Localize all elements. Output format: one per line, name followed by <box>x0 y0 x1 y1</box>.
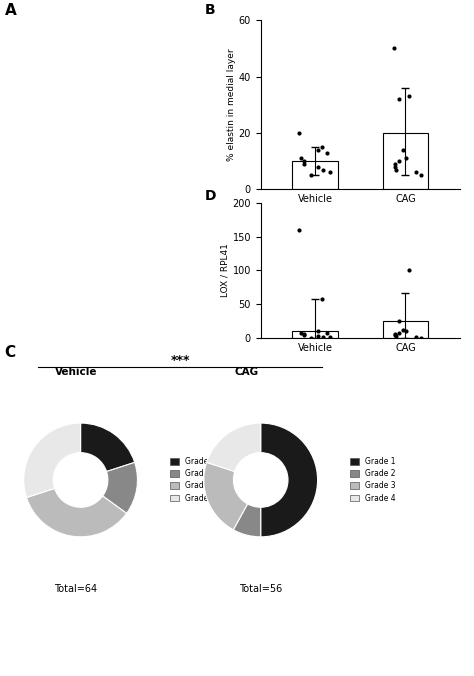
Point <box>392 331 400 341</box>
Point <box>326 167 334 178</box>
Point <box>326 332 334 343</box>
Point <box>395 316 402 327</box>
Text: CAG: CAG <box>235 367 258 377</box>
Point <box>300 329 308 340</box>
Point <box>300 329 308 339</box>
Text: Total=64: Total=64 <box>55 583 97 594</box>
Point <box>319 331 326 342</box>
Text: ***: *** <box>170 354 190 367</box>
Point <box>318 293 326 304</box>
Point <box>307 170 315 180</box>
Wedge shape <box>103 462 137 513</box>
Text: B: B <box>205 3 216 18</box>
Point <box>307 333 315 343</box>
Wedge shape <box>27 488 127 537</box>
Point <box>405 265 413 276</box>
Point <box>400 145 407 155</box>
Point <box>314 331 322 341</box>
Point <box>395 327 403 338</box>
Y-axis label: LOX / RPL41: LOX / RPL41 <box>221 243 230 297</box>
Point <box>297 328 304 339</box>
Point <box>297 153 304 164</box>
Point <box>318 142 326 153</box>
Point <box>314 145 322 155</box>
Point <box>395 155 403 166</box>
Wedge shape <box>233 504 261 537</box>
Point <box>300 155 308 166</box>
Bar <box>383 321 428 338</box>
Legend: Grade 1, Grade 2, Grade 3, Grade 4: Grade 1, Grade 2, Grade 3, Grade 4 <box>347 454 399 506</box>
Point <box>314 326 322 337</box>
Bar <box>383 133 428 189</box>
Legend: Grade 1, Grade 2, Grade 3, Grade 4: Grade 1, Grade 2, Grade 3, Grade 4 <box>167 454 219 506</box>
Point <box>296 128 303 139</box>
Point <box>405 91 413 102</box>
Y-axis label: % elastin in medial layer: % elastin in medial layer <box>227 49 236 161</box>
Point <box>296 224 303 235</box>
Point <box>402 153 410 164</box>
Point <box>412 331 420 342</box>
Bar <box>292 161 337 189</box>
Point <box>390 43 398 54</box>
Point <box>300 159 308 170</box>
Point <box>314 162 322 172</box>
Point <box>392 159 399 170</box>
Point <box>417 170 425 180</box>
Wedge shape <box>24 423 81 498</box>
Wedge shape <box>81 423 135 472</box>
Point <box>392 162 399 172</box>
Point <box>417 333 425 343</box>
Wedge shape <box>261 423 318 537</box>
Point <box>392 329 399 339</box>
Wedge shape <box>204 462 247 530</box>
Bar <box>292 331 337 338</box>
Text: Total=56: Total=56 <box>239 583 283 594</box>
Point <box>395 94 402 105</box>
Text: Vehicle: Vehicle <box>55 367 97 377</box>
Point <box>412 167 420 178</box>
Wedge shape <box>207 423 261 472</box>
Point <box>392 164 400 175</box>
Point <box>402 326 410 337</box>
Text: A: A <box>5 3 17 18</box>
Point <box>323 327 331 338</box>
Text: D: D <box>205 189 217 203</box>
Point <box>392 329 399 340</box>
Text: C: C <box>5 345 16 360</box>
Point <box>400 324 407 335</box>
Point <box>323 147 331 158</box>
Point <box>319 164 326 175</box>
